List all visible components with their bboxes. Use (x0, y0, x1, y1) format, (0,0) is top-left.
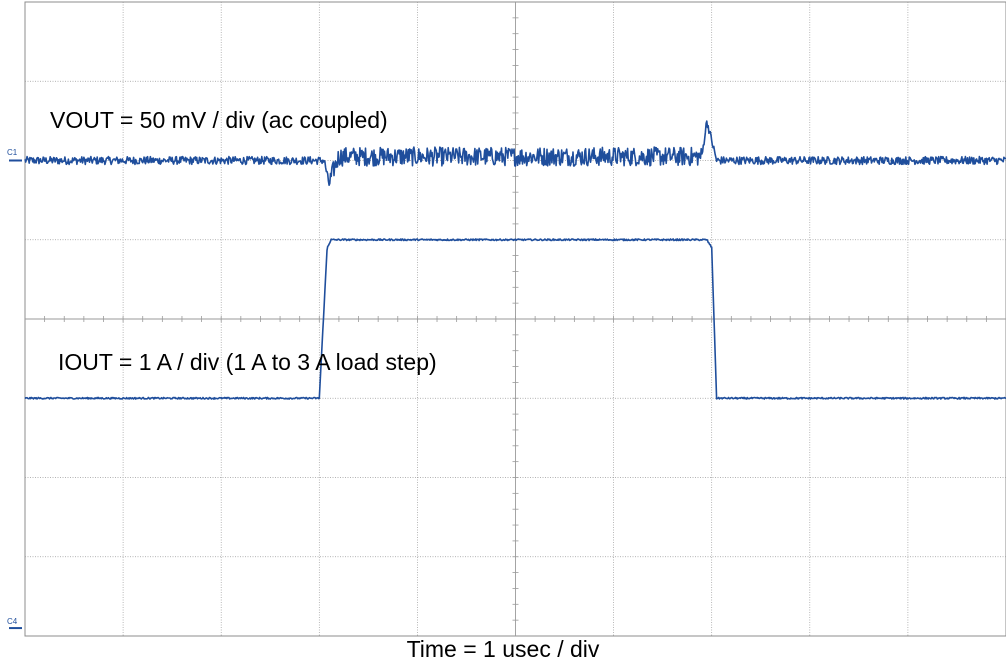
trace-c1 (24, 120, 1006, 186)
annotations: VOUT = 50 mV / div (ac coupled) IOUT = 1… (7, 107, 437, 626)
vout-annotation: VOUT = 50 mV / div (ac coupled) (50, 107, 388, 133)
trace-c4 (24, 238, 1006, 400)
iout-annotation: IOUT = 1 A / div (1 A to 3 A load step) (58, 349, 437, 375)
channel-marker-c4: C4 (7, 617, 18, 626)
oscilloscope-plot: VOUT = 50 mV / div (ac coupled) IOUT = 1… (7, 1, 1006, 637)
traces (9, 120, 1006, 630)
x-axis-label: Time = 1 usec / div (406, 636, 600, 662)
channel-marker-c1: C1 (7, 148, 18, 157)
graticule (24, 1, 1006, 637)
